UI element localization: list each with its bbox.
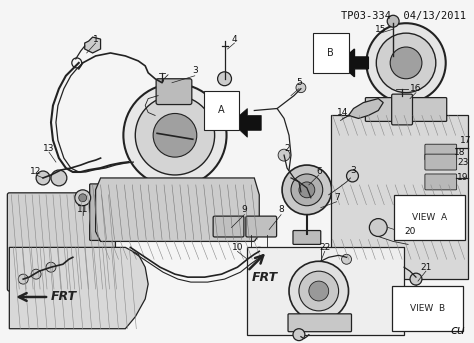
FancyBboxPatch shape xyxy=(90,184,255,240)
Circle shape xyxy=(376,33,436,93)
Circle shape xyxy=(342,254,352,264)
Circle shape xyxy=(46,262,56,272)
Polygon shape xyxy=(348,98,383,118)
Circle shape xyxy=(289,261,348,321)
Circle shape xyxy=(299,182,315,198)
Text: 6: 6 xyxy=(316,167,322,177)
Circle shape xyxy=(410,273,422,285)
Text: 3: 3 xyxy=(351,166,356,175)
Text: 16: 16 xyxy=(410,84,422,93)
Circle shape xyxy=(369,218,387,236)
Text: VIEW  B: VIEW B xyxy=(410,304,446,314)
Text: 8: 8 xyxy=(278,205,284,214)
FancyBboxPatch shape xyxy=(425,174,456,190)
Text: 9: 9 xyxy=(242,205,247,214)
Text: 20: 20 xyxy=(404,227,416,236)
Text: FRT: FRT xyxy=(251,271,277,284)
FancyBboxPatch shape xyxy=(247,247,404,335)
Text: 12: 12 xyxy=(30,167,42,177)
Polygon shape xyxy=(85,37,100,53)
FancyBboxPatch shape xyxy=(392,94,412,125)
FancyBboxPatch shape xyxy=(425,154,456,170)
Circle shape xyxy=(153,114,197,157)
Text: 2: 2 xyxy=(284,144,290,153)
Circle shape xyxy=(75,190,91,206)
Text: 10: 10 xyxy=(232,243,243,252)
Text: A: A xyxy=(218,106,225,116)
Circle shape xyxy=(79,194,87,202)
FancyBboxPatch shape xyxy=(331,116,467,279)
Text: 14: 14 xyxy=(337,108,348,117)
FancyBboxPatch shape xyxy=(365,98,447,121)
FancyBboxPatch shape xyxy=(7,193,116,291)
FancyBboxPatch shape xyxy=(156,79,192,105)
Text: 7: 7 xyxy=(334,193,339,202)
Text: 15: 15 xyxy=(374,25,386,34)
Text: 13: 13 xyxy=(43,144,55,153)
Text: 23: 23 xyxy=(457,157,468,167)
Text: B: B xyxy=(328,48,334,58)
Circle shape xyxy=(387,15,399,27)
Text: 17: 17 xyxy=(460,136,471,145)
Circle shape xyxy=(299,271,338,311)
Circle shape xyxy=(296,83,306,93)
Circle shape xyxy=(51,170,67,186)
Text: 22: 22 xyxy=(319,243,330,252)
Text: 11: 11 xyxy=(77,205,89,214)
Circle shape xyxy=(282,165,332,215)
Circle shape xyxy=(31,269,41,279)
Circle shape xyxy=(309,281,328,301)
Text: 19: 19 xyxy=(457,174,468,182)
Polygon shape xyxy=(96,178,259,241)
Circle shape xyxy=(346,170,358,182)
Circle shape xyxy=(218,72,231,86)
FancyBboxPatch shape xyxy=(293,230,321,245)
FancyBboxPatch shape xyxy=(288,314,352,332)
Text: 3: 3 xyxy=(192,66,198,75)
FancyBboxPatch shape xyxy=(213,216,244,237)
Text: 1: 1 xyxy=(93,35,99,44)
Circle shape xyxy=(278,149,290,161)
Circle shape xyxy=(135,96,215,175)
FancyBboxPatch shape xyxy=(246,216,277,237)
Text: VIEW  A: VIEW A xyxy=(412,213,447,222)
Polygon shape xyxy=(231,108,261,137)
Text: 4: 4 xyxy=(232,35,237,44)
Polygon shape xyxy=(338,49,368,77)
Text: 21: 21 xyxy=(420,263,431,272)
Circle shape xyxy=(366,23,446,103)
Circle shape xyxy=(390,47,422,79)
Circle shape xyxy=(293,329,305,341)
Text: 18: 18 xyxy=(454,147,465,157)
Circle shape xyxy=(291,174,323,206)
Circle shape xyxy=(123,84,227,187)
Text: TP03-334  04/13/2011: TP03-334 04/13/2011 xyxy=(340,11,465,21)
Polygon shape xyxy=(9,247,148,329)
Circle shape xyxy=(36,171,50,185)
Text: 5: 5 xyxy=(296,78,302,87)
Text: cu: cu xyxy=(451,324,465,336)
Circle shape xyxy=(18,274,28,284)
FancyBboxPatch shape xyxy=(425,144,456,160)
Circle shape xyxy=(306,193,316,203)
Circle shape xyxy=(253,247,265,259)
Text: FRT: FRT xyxy=(51,291,77,304)
